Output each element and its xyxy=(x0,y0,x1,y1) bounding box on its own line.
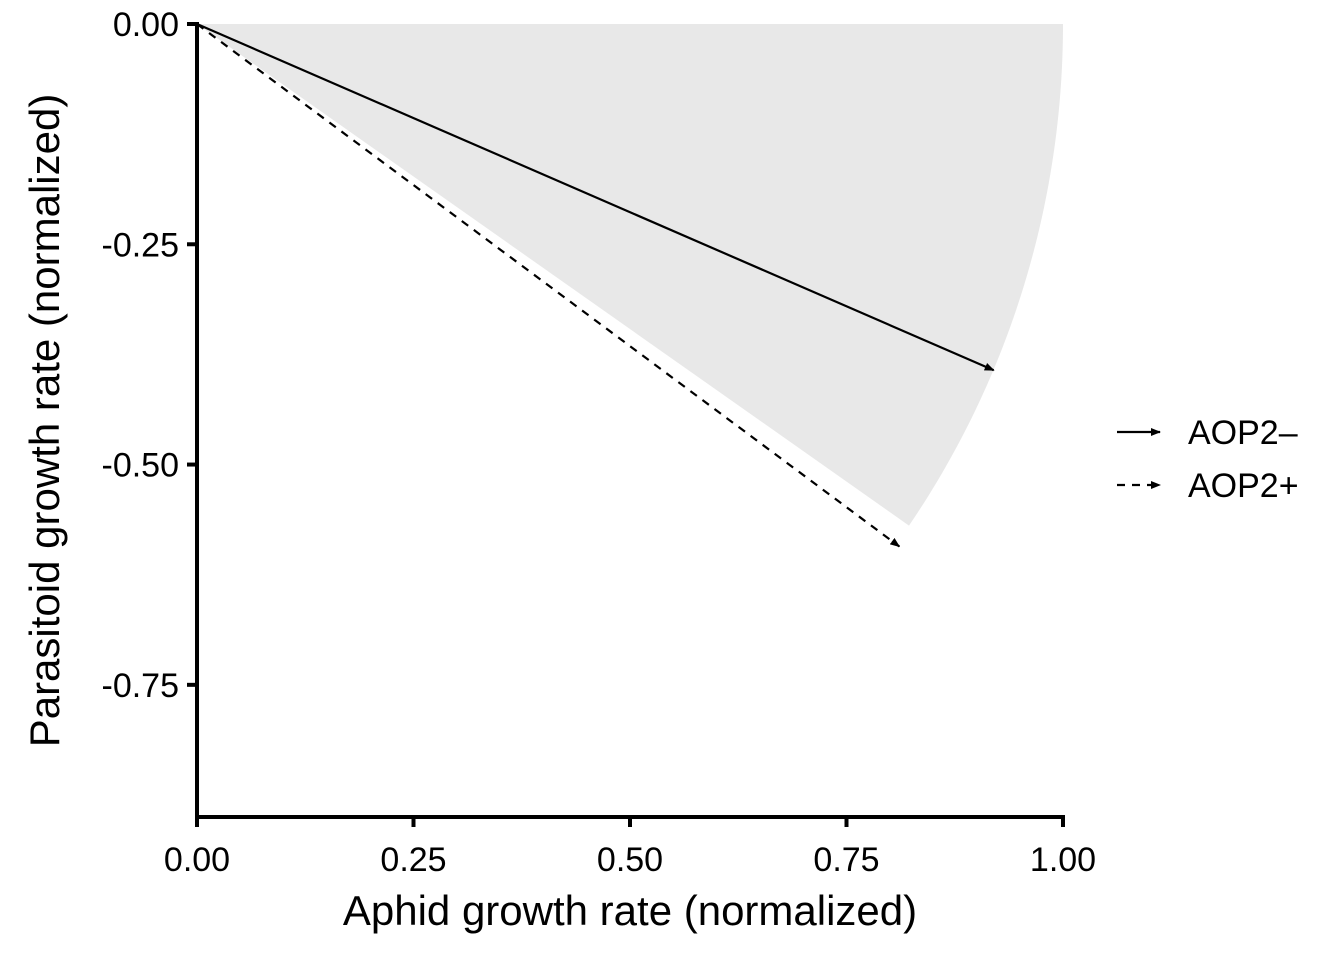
y-axis-title: Parasitoid growth rate (normalized) xyxy=(21,94,68,748)
series-layer xyxy=(196,22,995,548)
y-tick-label: 0.00 xyxy=(113,6,179,44)
y-tick-label: -0.50 xyxy=(102,447,180,485)
series-arrow-dashed xyxy=(196,23,901,548)
series-arrow-solid xyxy=(196,22,995,372)
x-tick-label: 0.25 xyxy=(380,841,446,879)
x-ticks: 0.00 0.25 0.50 0.75 1.00 xyxy=(164,817,1096,879)
y-ticks: 0.00 -0.25 -0.50 -0.75 xyxy=(102,6,197,705)
legend: AOP2– AOP2+ xyxy=(1117,414,1299,505)
shaded-sector xyxy=(197,24,1063,526)
x-tick-label: 0.75 xyxy=(813,841,879,879)
y-tick-label: -0.25 xyxy=(102,226,180,264)
x-tick-label: 0.00 xyxy=(164,841,230,879)
x-tick-label: 0.50 xyxy=(597,841,663,879)
x-axis-title: Aphid growth rate (normalized) xyxy=(343,887,917,934)
legend-label: AOP2+ xyxy=(1188,467,1299,505)
legend-label: AOP2– xyxy=(1188,414,1298,452)
y-tick-label: -0.75 xyxy=(102,667,180,705)
x-tick-label: 1.00 xyxy=(1030,841,1096,879)
